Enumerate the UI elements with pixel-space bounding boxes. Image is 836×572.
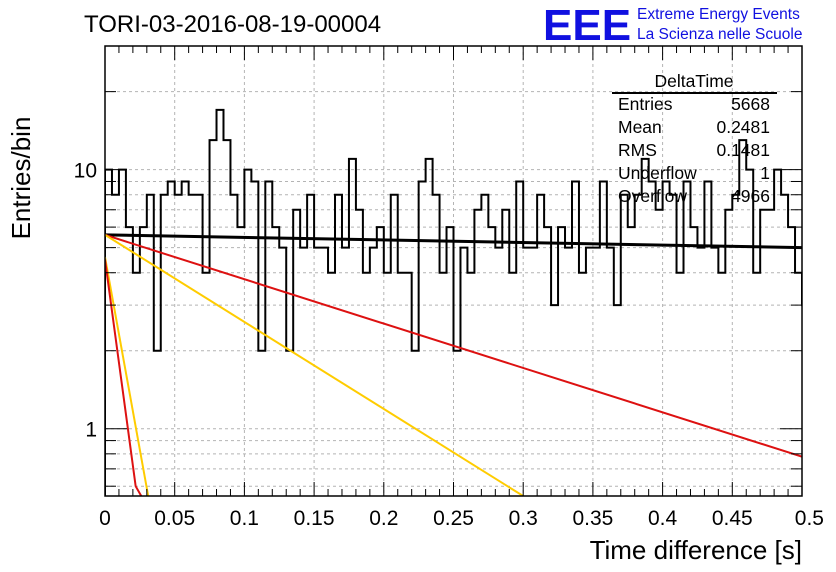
fit-line-1 (105, 233, 802, 250)
x-tick-label: 0.05 (154, 507, 195, 530)
logo-line-1: Extreme Energy Events (637, 6, 800, 23)
x-tick-label: 0 (99, 507, 111, 530)
x-tick-label: 0.5 (795, 507, 824, 530)
x-tick-label: 0.35 (572, 507, 613, 530)
stats-row-label: Overflow (618, 186, 687, 206)
stats-row-value: 4966 (731, 186, 770, 206)
x-tick-label: 0.45 (712, 507, 753, 530)
y-tick-label: 1 (85, 419, 97, 442)
stats-row-label: Entries (618, 94, 673, 114)
logo-eee: EEE (543, 1, 631, 50)
stats-row-label: Mean (618, 117, 662, 137)
stats-row-value: 0.1481 (716, 140, 770, 160)
stats-title: DeltaTime (654, 71, 733, 91)
y-tick-labels: 1 10 (74, 160, 97, 442)
axis-ticks (104, 46, 803, 496)
x-tick-label: 0.1 (230, 507, 259, 530)
x-tick-labels: 0 0.05 0.1 0.15 0.2 0.25 0.3 0.35 0.4 0.45 0.5 (99, 507, 824, 530)
x-tick-label: 0.15 (294, 507, 335, 530)
stats-row-label: RMS (618, 140, 657, 160)
stats-row-value: 5668 (731, 94, 770, 114)
x-axis-label: Time difference [s] (590, 535, 802, 565)
fit-line-2 (105, 233, 802, 458)
fit-line-4 (105, 256, 150, 496)
x-tick-label: 0.25 (433, 507, 474, 530)
logo-line-2: La Scienza nelle Scuole (637, 26, 802, 43)
y-tick-label: 10 (74, 160, 97, 183)
fit-line-3 (105, 234, 524, 496)
eee-logo: EEE Extreme Energy Events La Scienza nel… (543, 1, 802, 50)
x-tick-label: 0.3 (509, 507, 538, 530)
fit-line-5 (105, 259, 143, 496)
stats-box: DeltaTime Entries 5668 Mean 0.2481 RMS 0.1481 U… (612, 71, 777, 206)
x-tick-label: 0.4 (648, 507, 678, 530)
y-axis-label: Entries/bin (6, 117, 36, 240)
stats-row-value: 0.2481 (716, 117, 770, 137)
chart-title: TORI-03-2016-08-19-00004 (84, 11, 381, 38)
x-tick-label: 0.2 (369, 507, 398, 530)
stats-row-value: 1 (760, 163, 770, 183)
stats-row-label: Underflow (618, 163, 697, 183)
